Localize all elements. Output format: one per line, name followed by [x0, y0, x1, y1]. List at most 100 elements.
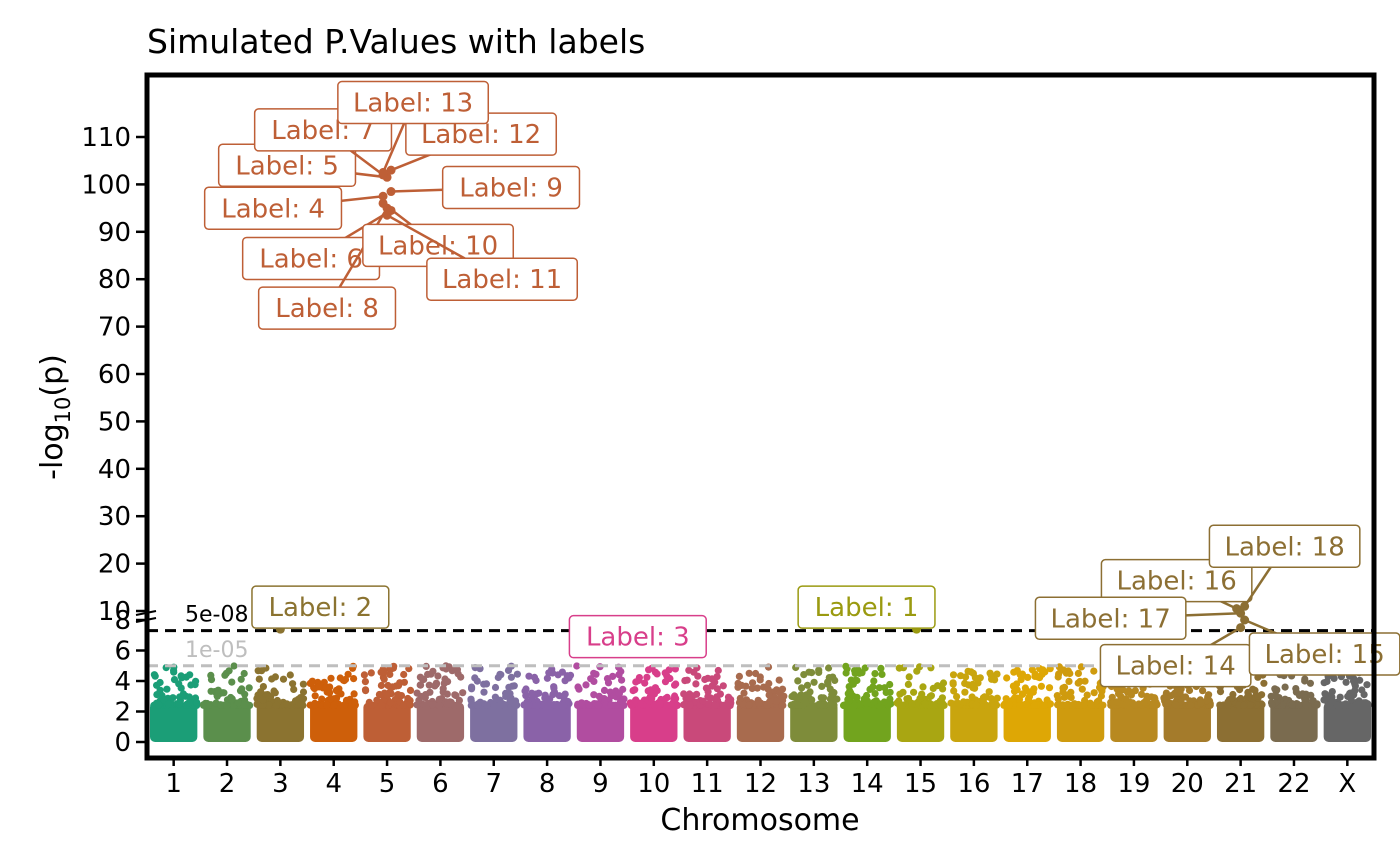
highlight-point	[1236, 623, 1246, 633]
point	[435, 701, 443, 709]
chromosome-7-points	[467, 662, 522, 742]
point	[1244, 693, 1252, 701]
point	[207, 687, 215, 695]
point	[368, 701, 376, 710]
callout-box	[337, 80, 490, 125]
point	[482, 680, 491, 688]
point	[692, 680, 700, 688]
point	[794, 677, 802, 685]
point	[869, 683, 877, 691]
point	[590, 691, 598, 699]
point-label: Label: 18	[1225, 532, 1345, 562]
point	[507, 673, 515, 681]
point	[386, 699, 395, 707]
point	[870, 698, 878, 706]
point	[851, 667, 859, 675]
point	[510, 682, 518, 690]
point	[1034, 673, 1042, 681]
point	[400, 670, 408, 679]
point	[618, 698, 626, 706]
point	[220, 689, 228, 697]
point	[959, 698, 968, 706]
point	[417, 692, 425, 701]
point	[327, 674, 335, 682]
point	[254, 667, 262, 675]
point	[350, 675, 358, 683]
point	[406, 686, 415, 695]
point	[377, 681, 385, 690]
point	[594, 701, 602, 709]
point	[962, 673, 970, 681]
point-band	[950, 702, 998, 742]
labeled-point-17: Label: 17	[1034, 596, 1246, 640]
point	[850, 701, 859, 710]
point	[350, 690, 358, 698]
point-band	[363, 702, 411, 742]
point	[1350, 677, 1358, 685]
point	[1363, 681, 1371, 689]
point	[1272, 692, 1280, 700]
point-label: Label: 1	[815, 593, 919, 623]
point	[600, 686, 609, 695]
point	[1098, 686, 1106, 694]
point	[699, 697, 707, 705]
point	[246, 701, 254, 710]
point	[406, 700, 414, 709]
y-axis-title-tail: (p)	[35, 354, 70, 396]
point	[755, 699, 763, 708]
point	[1288, 701, 1296, 709]
point	[861, 664, 869, 672]
point	[240, 669, 248, 678]
labeled-point-1: Label: 1	[797, 585, 936, 634]
point	[1197, 699, 1205, 708]
point-band	[1003, 702, 1051, 742]
point	[662, 695, 670, 703]
point	[351, 698, 359, 706]
point-label: Label: 13	[353, 89, 473, 119]
point	[169, 694, 177, 702]
point	[904, 680, 913, 689]
point	[753, 684, 762, 692]
point	[716, 690, 725, 698]
point	[1329, 697, 1337, 706]
callout-box	[1208, 524, 1361, 569]
point	[217, 701, 225, 709]
point	[1164, 699, 1172, 707]
x-tick-label: 21	[1224, 769, 1257, 799]
point	[323, 701, 331, 709]
point	[1342, 678, 1350, 686]
point	[1149, 701, 1157, 709]
point	[563, 672, 571, 680]
point	[921, 700, 929, 708]
point	[953, 699, 962, 707]
point	[1099, 701, 1107, 709]
y-tick-label: 110	[81, 123, 131, 153]
point	[380, 675, 388, 683]
y-tick-label: 60	[98, 360, 131, 390]
point	[1129, 699, 1137, 707]
chromosome-3-points	[253, 664, 308, 742]
point-label: Label: 14	[1116, 652, 1236, 682]
point	[815, 668, 823, 677]
labeled-point-9: Label: 9	[386, 165, 581, 210]
point	[417, 681, 425, 689]
point	[373, 696, 381, 704]
point	[1240, 701, 1248, 710]
point	[513, 670, 522, 678]
point-band	[736, 702, 785, 742]
x-tick-label: 10	[637, 769, 670, 799]
point	[483, 701, 491, 709]
point	[826, 700, 835, 709]
point-label: Label: 16	[1117, 567, 1237, 597]
point	[1236, 686, 1244, 694]
point	[930, 701, 938, 710]
point	[326, 689, 334, 697]
point	[459, 689, 467, 697]
point	[806, 688, 814, 696]
highlight-point	[386, 165, 396, 175]
x-tick-label: 7	[485, 769, 502, 799]
point	[221, 671, 229, 679]
point-label: Label: 6	[259, 244, 363, 274]
point	[1260, 679, 1268, 687]
point	[910, 688, 918, 696]
